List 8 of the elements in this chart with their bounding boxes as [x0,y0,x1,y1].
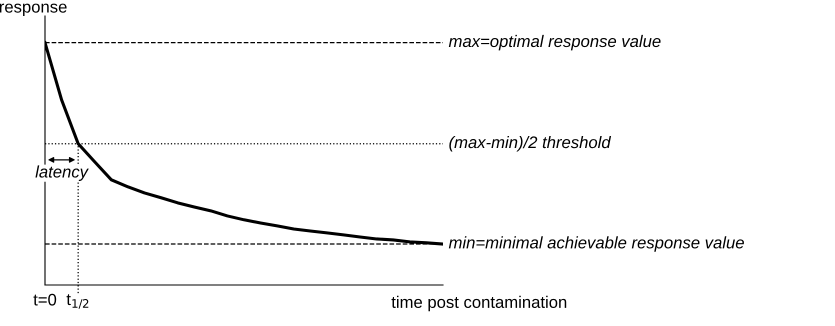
ref-line-label: (max-min)/2 threshold [449,136,612,152]
y-axis-title: response [0,4,67,16]
ref-line-label: min=minimal achievable response value [448,236,744,252]
annotation: latency [35,165,89,181]
ref-line-label: max=optimal response value [448,34,661,50]
x-tick-label: t=0 [33,294,56,306]
x-axis-title: time post contamination [392,296,566,312]
x-tick-label: t$_{1/2}$ [66,294,88,309]
